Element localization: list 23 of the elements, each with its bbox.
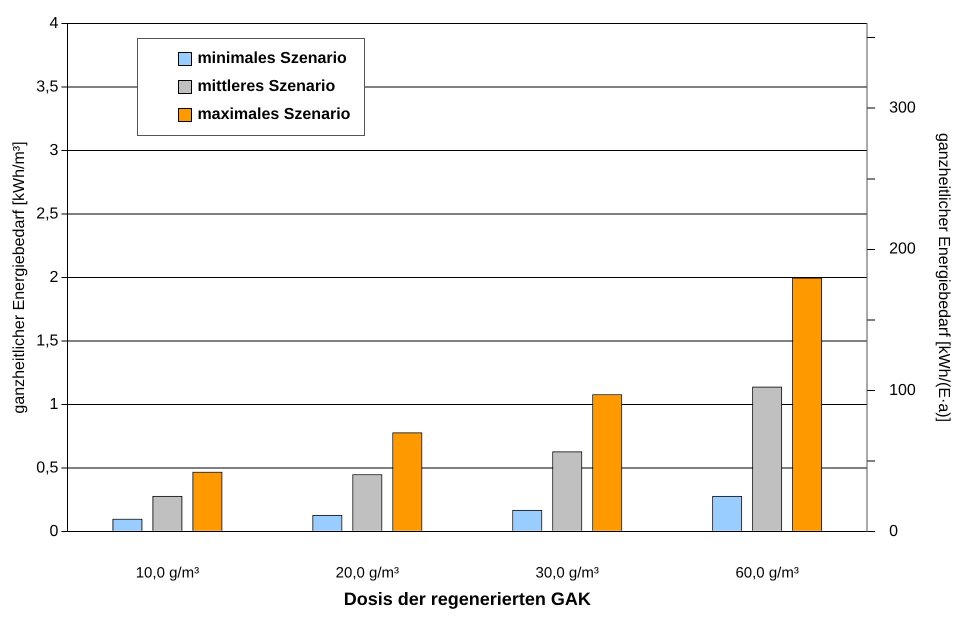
- x-tick-label: 30,0 g/m³: [536, 564, 599, 582]
- y-tick-label: 2,5: [36, 205, 59, 222]
- y2-tick-label: 200: [889, 240, 916, 258]
- y-tick-label: 3: [50, 142, 59, 159]
- y2-tick-label: 100: [889, 382, 916, 399]
- y2-tick-label: 0: [889, 522, 898, 540]
- y-tick-label: 0,5: [36, 459, 59, 476]
- legend-label: maximales Szenario: [197, 106, 350, 124]
- x-tick-label: 60,0 g/m³: [735, 564, 799, 582]
- y-tick-label: 1: [50, 396, 59, 413]
- y-tick-label: 4: [50, 15, 59, 32]
- y2-axis-title: ganzheitlicher Energiebedarf [kWh/(E·a)]: [934, 132, 952, 422]
- y-tick-label: 0: [50, 522, 59, 540]
- y-tick-label: 2: [50, 268, 59, 286]
- y-tick-label: 1,5: [36, 332, 59, 350]
- y-axis-title: ganzheitlicher Energiebedarf [kWh/m³]: [11, 141, 28, 414]
- y-tick-label: 3,5: [36, 78, 59, 96]
- legend-label: mittleres Szenario: [197, 78, 336, 96]
- x-axis-title: Dosis der regenerierten GAK: [344, 589, 591, 610]
- x-tick-label: 20,0 g/m³: [336, 564, 400, 582]
- x-tick-label: 10,0 g/m³: [136, 564, 200, 582]
- y2-tick-label: 300: [889, 100, 916, 117]
- legend-label: minimales Szenario: [197, 50, 347, 68]
